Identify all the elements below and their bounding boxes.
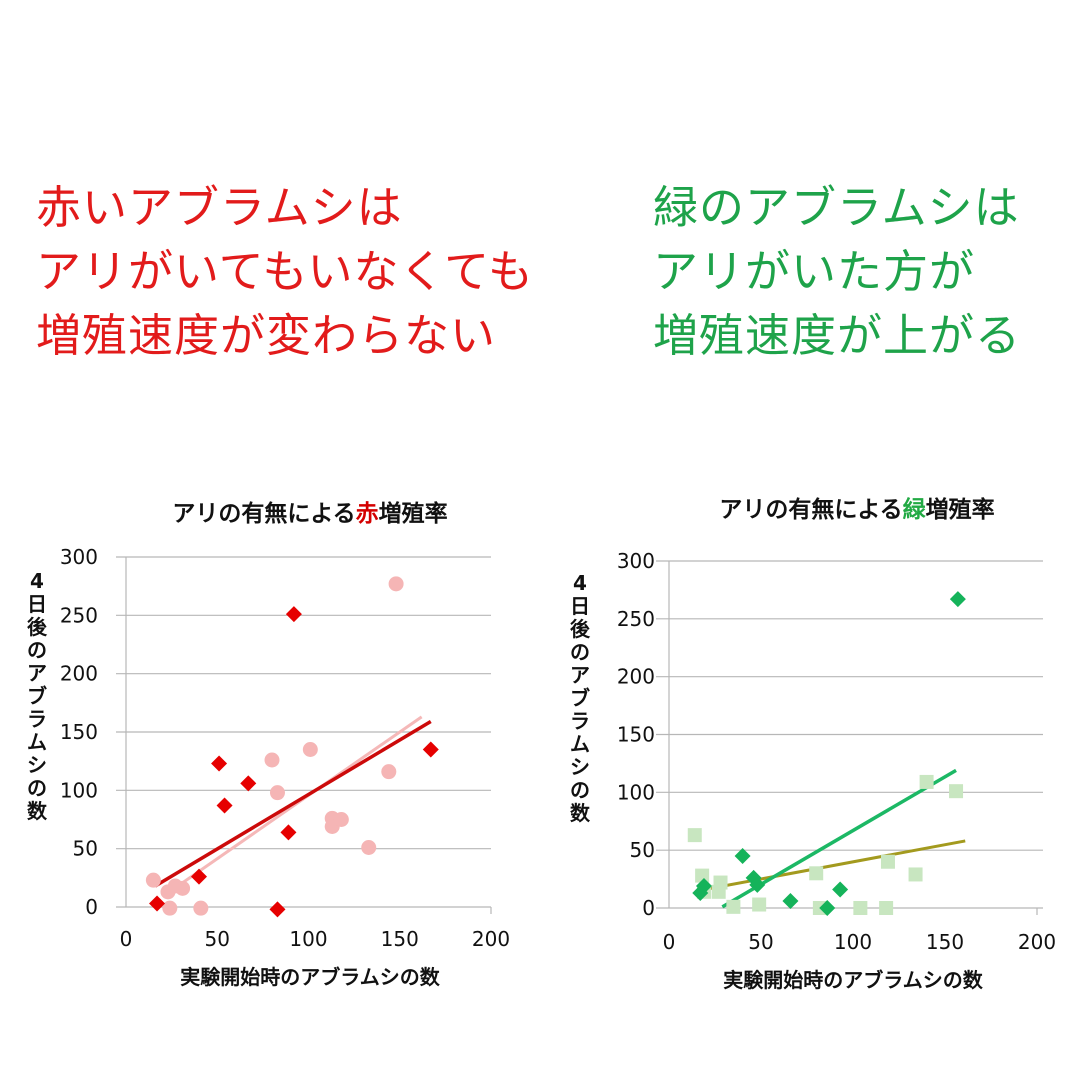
green-aphid-chart: アリの有無による緑増殖率 0 50 100 150 200 250 300 0 50 100 15…: [570, 496, 1056, 992]
x-tick-label: 0: [663, 930, 676, 954]
data-point-diamond: [949, 591, 966, 608]
data-point-circle: [302, 742, 318, 757]
data-point-circle: [269, 785, 285, 801]
data-point-square: [695, 868, 710, 883]
data-point-diamond: [280, 824, 297, 841]
x-tick-label: 100: [834, 930, 872, 954]
data-point-diamond: [819, 900, 836, 916]
x-axis-label: 実験開始時のアブラムシの数: [723, 968, 983, 992]
y-tick-label: 150: [60, 720, 98, 744]
data-point-diamond: [269, 901, 286, 918]
data-point-square: [853, 901, 868, 915]
data-points: [145, 576, 439, 918]
data-point-diamond: [422, 741, 439, 758]
data-point-square: [919, 774, 934, 789]
data-point-diamond: [216, 797, 233, 814]
data-point-square: [880, 854, 895, 869]
data-point-diamond: [211, 755, 228, 772]
gridlines: [656, 560, 1043, 915]
y-tick-labels: 0 50 100 150 200 250 300: [60, 545, 98, 919]
data-point-square: [809, 866, 824, 881]
y-tick-labels: 0 50 100 150 200 250 300: [617, 549, 655, 920]
x-tick-label: 0: [120, 927, 133, 951]
data-point-circle: [264, 752, 280, 768]
headline-line: アリがいてもいなくても: [36, 245, 534, 298]
red-aphid-chart: アリの有無による赤増殖率 0 50 100 150 200 250 300 0 50 100 15…: [27, 500, 510, 989]
data-point-diamond: [285, 606, 302, 623]
x-axis-label: 実験開始時のアブラムシの数: [180, 965, 440, 989]
trendline: [154, 719, 432, 888]
y-tick-label: 0: [85, 895, 98, 919]
trendlines: [698, 768, 966, 909]
data-point-diamond: [149, 895, 166, 912]
x-tick-label: 100: [289, 927, 327, 951]
y-axis-label: 4 日後のアブラムシの数: [27, 569, 48, 823]
trendline: [165, 715, 423, 896]
x-tick-label: 150: [381, 927, 419, 951]
x-tick-labels: 0 50 100 150 200: [663, 930, 1056, 954]
y-tick-label: 50: [73, 837, 98, 861]
data-point-circle: [333, 812, 349, 827]
chart-title: アリの有無による緑増殖率: [719, 496, 994, 523]
y-tick-label: 100: [617, 780, 655, 804]
data-point-square: [687, 828, 702, 843]
data-point-circle: [175, 880, 191, 896]
data-point-square: [711, 884, 726, 899]
data-point-circle: [361, 840, 377, 855]
headline-line: アリがいた方が: [653, 245, 976, 298]
data-point-square: [726, 899, 741, 914]
y-tick-label: 150: [617, 723, 655, 747]
x-tick-label: 200: [472, 927, 510, 951]
data-point-circle: [388, 576, 404, 592]
data-point-circle: [381, 764, 397, 780]
data-point-circle: [193, 900, 209, 916]
data-point-circle: [162, 900, 178, 916]
data-point-diamond: [782, 893, 799, 910]
data-point-square: [752, 897, 767, 912]
data-point-diamond: [832, 881, 849, 898]
data-point-circle: [145, 872, 161, 888]
y-tick-label: 50: [630, 838, 655, 862]
data-point-diamond: [734, 847, 751, 864]
gridlines: [116, 556, 492, 914]
x-tick-labels: 0 50 100 150 200: [120, 927, 510, 951]
y-axis-label: 4 日後のアブラムシの数: [570, 571, 591, 825]
y-tick-label: 300: [60, 545, 98, 569]
y-tick-label: 200: [60, 662, 98, 686]
headline-line: 増殖速度が変わらない: [36, 309, 497, 362]
data-point-square: [908, 867, 923, 882]
y-tick-label: 250: [617, 607, 655, 631]
headline-line: 増殖速度が上がる: [653, 309, 1022, 362]
headline-line: 緑のアブラムシは: [653, 181, 1020, 234]
y-tick-label: 250: [60, 603, 98, 627]
x-tick-label: 50: [748, 930, 773, 954]
headline-red-aphid: 赤いアブラムシは アリがいてもいなくても 増殖速度が変わらない: [36, 176, 534, 368]
headline-green-aphid: 緑のアブラムシは アリがいた方が 増殖速度が上がる: [653, 176, 1021, 368]
data-point-square: [879, 901, 894, 915]
data-point-diamond: [695, 878, 712, 895]
y-tick-label: 200: [617, 665, 655, 689]
data-point-square: [949, 784, 964, 799]
y-tick-label: 100: [60, 778, 98, 802]
x-tick-label: 50: [205, 927, 230, 951]
data-point-diamond: [191, 868, 207, 885]
trendlines: [154, 715, 432, 896]
y-tick-label: 300: [617, 549, 655, 573]
data-point-diamond: [749, 876, 766, 893]
data-points: [687, 591, 966, 916]
trendline: [698, 839, 966, 893]
y-tick-label: 0: [642, 896, 655, 920]
x-tick-label: 150: [926, 930, 964, 954]
data-point-diamond: [240, 775, 257, 792]
headline-line: 赤いアブラムシは: [36, 181, 403, 234]
x-tick-label: 200: [1018, 930, 1056, 954]
chart-title: アリの有無による赤増殖率: [172, 500, 447, 527]
